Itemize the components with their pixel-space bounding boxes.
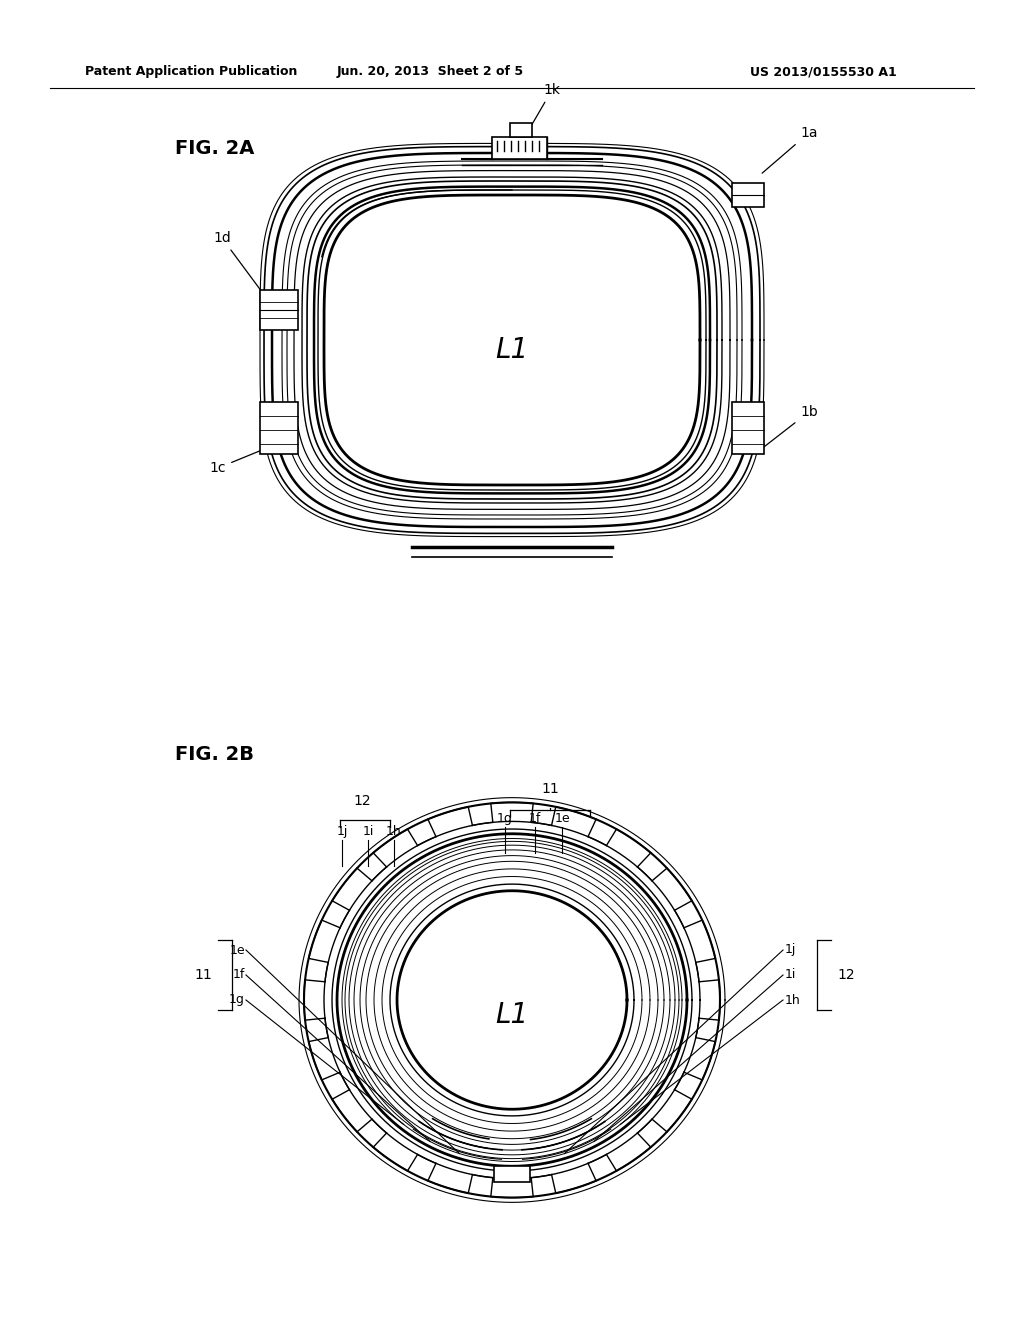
Text: 12: 12	[837, 968, 855, 982]
Text: 1d: 1d	[213, 231, 260, 290]
Text: 1k: 1k	[528, 83, 560, 131]
Text: 1h: 1h	[785, 994, 801, 1006]
Text: US 2013/0155530 A1: US 2013/0155530 A1	[750, 66, 897, 78]
Text: 1g: 1g	[497, 812, 513, 825]
Text: 1i: 1i	[785, 969, 797, 982]
Text: 1b: 1b	[762, 405, 818, 449]
Bar	[732, 403, 764, 454]
Text: 1g: 1g	[229, 994, 245, 1006]
Text: Patent Application Publication: Patent Application Publication	[85, 66, 297, 78]
Text: FIG. 2A: FIG. 2A	[175, 139, 254, 157]
Text: 1j: 1j	[336, 825, 348, 838]
Bar	[260, 403, 298, 454]
Text: FIG. 2B: FIG. 2B	[175, 746, 254, 764]
Bar	[494, 1167, 530, 1183]
Text: 1f: 1f	[232, 969, 245, 982]
Bar	[492, 137, 547, 158]
Bar	[732, 183, 764, 207]
Text: Jun. 20, 2013  Sheet 2 of 5: Jun. 20, 2013 Sheet 2 of 5	[337, 66, 523, 78]
Bar	[260, 290, 298, 330]
Text: 11: 11	[541, 781, 559, 796]
Text: 1j: 1j	[785, 944, 797, 957]
Text: L1: L1	[496, 1001, 528, 1030]
Bar	[510, 123, 532, 137]
Text: 1a: 1a	[762, 125, 817, 173]
Text: 1e: 1e	[229, 944, 245, 957]
Text: 12: 12	[353, 795, 371, 808]
Text: 1c: 1c	[210, 451, 259, 475]
Text: 1e: 1e	[554, 812, 569, 825]
Text: 1i: 1i	[362, 825, 374, 838]
Text: L1: L1	[496, 337, 528, 364]
Text: 11: 11	[195, 968, 212, 982]
Text: 1f: 1f	[528, 812, 542, 825]
Text: 1h: 1h	[386, 825, 401, 838]
